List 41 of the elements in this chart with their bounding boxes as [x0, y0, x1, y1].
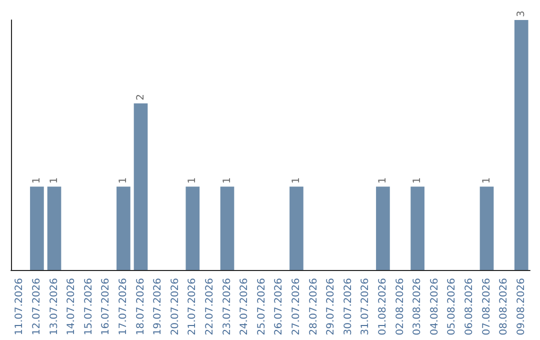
- x-tick-label: 24.07.2026: [239, 278, 250, 336]
- x-tick-label: 08.08.2026: [498, 278, 510, 336]
- data-label: 1: [222, 177, 233, 184]
- data-label: 3: [516, 10, 527, 17]
- x-tick-label: 07.08.2026: [481, 278, 492, 336]
- data-label: 1: [31, 177, 42, 184]
- x-tick-label: 31.07.2026: [360, 278, 372, 336]
- x-tick-label: 14.07.2026: [66, 278, 78, 336]
- x-tick-label: 29.07.2026: [326, 278, 337, 336]
- data-label: 1: [118, 177, 129, 184]
- x-tick-label: 15.07.2026: [83, 278, 94, 336]
- x-tick-label: 13.07.2026: [48, 278, 60, 336]
- x-tick-label: 02.08.2026: [394, 278, 406, 336]
- x-tick-label: 06.08.2026: [464, 278, 475, 336]
- x-tick-label: 03.08.2026: [412, 278, 424, 336]
- data-label: 1: [48, 177, 60, 184]
- data-label: 1: [187, 177, 198, 184]
- x-tick-label: 28.07.2026: [308, 278, 320, 336]
- x-tick-label: 04.08.2026: [429, 278, 440, 336]
- x-tick-label: 22.07.2026: [204, 278, 216, 336]
- x-tick-label: 09.08.2026: [516, 278, 527, 336]
- data-label: 1: [481, 177, 492, 184]
- x-tick-label: 19.07.2026: [152, 278, 164, 336]
- x-tick-label: 25.07.2026: [256, 278, 268, 336]
- x-tick-label: 01.08.2026: [377, 278, 388, 336]
- x-tick-label: 05.08.2026: [446, 278, 458, 336]
- x-tick-label: 12.07.2026: [31, 278, 42, 336]
- x-tick-label: 16.07.2026: [100, 278, 112, 336]
- data-label: 1: [377, 177, 388, 184]
- x-tick-label: 27.07.2026: [290, 278, 302, 336]
- data-label: 1: [412, 177, 424, 184]
- x-tick-label: 20.07.2026: [170, 278, 181, 336]
- x-tick-label: 11.07.2026: [14, 278, 26, 336]
- data-label: 2: [135, 94, 146, 100]
- x-tick-label: 18.07.2026: [135, 278, 146, 336]
- data-label: 1: [290, 177, 302, 184]
- x-tick-label: 30.07.2026: [342, 278, 354, 336]
- x-tick-label: 26.07.2026: [274, 278, 285, 336]
- x-tick-label: 17.07.2026: [118, 278, 129, 336]
- x-tick-label: 21.07.2026: [187, 278, 198, 336]
- x-tick-label: 23.07.2026: [222, 278, 233, 336]
